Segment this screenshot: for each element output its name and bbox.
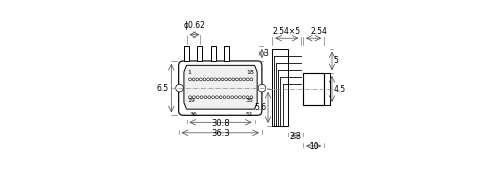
Circle shape [246,96,249,99]
Text: 2.54×5: 2.54×5 [273,27,301,36]
Text: 4.5: 4.5 [333,85,345,93]
Circle shape [227,96,230,99]
Circle shape [232,78,235,81]
Circle shape [208,96,210,99]
Text: 30.8: 30.8 [211,119,230,128]
Polygon shape [224,46,230,61]
Circle shape [192,78,195,81]
Text: 5.6: 5.6 [254,103,266,112]
Text: 51: 51 [246,112,253,117]
Circle shape [217,78,220,81]
Circle shape [258,84,266,92]
Circle shape [225,78,228,81]
Circle shape [189,96,192,99]
Circle shape [206,78,209,81]
Polygon shape [211,46,216,61]
Circle shape [210,78,213,81]
Circle shape [239,96,241,99]
Circle shape [211,96,214,99]
Text: ϕ0.62: ϕ0.62 [183,21,206,30]
Circle shape [221,78,224,81]
FancyBboxPatch shape [179,61,262,115]
Polygon shape [184,65,257,109]
Text: 6.5: 6.5 [157,84,169,93]
Text: 36: 36 [190,112,198,117]
Circle shape [203,78,206,81]
Circle shape [236,78,238,81]
Text: 35: 35 [246,98,253,103]
Text: 3: 3 [264,49,269,58]
Circle shape [200,96,203,99]
Circle shape [196,78,199,81]
Text: 2.3: 2.3 [289,132,302,141]
Text: 1: 1 [187,70,191,75]
Text: 19: 19 [187,98,195,103]
Circle shape [231,96,234,99]
Circle shape [235,96,238,99]
Text: 10: 10 [309,142,319,151]
Text: 36.3: 36.3 [211,129,230,138]
Circle shape [193,96,195,99]
Polygon shape [272,49,288,126]
Circle shape [250,78,253,81]
Text: 18: 18 [246,70,253,75]
Circle shape [219,96,222,99]
Circle shape [247,78,249,81]
Polygon shape [197,46,203,61]
Circle shape [176,84,183,92]
Circle shape [215,96,218,99]
Circle shape [200,78,202,81]
Polygon shape [303,73,324,105]
Polygon shape [184,46,189,61]
Circle shape [214,78,217,81]
Circle shape [196,96,199,99]
Text: 2.54: 2.54 [310,27,328,36]
Circle shape [189,78,192,81]
Text: 5: 5 [333,56,338,66]
Circle shape [204,96,207,99]
Circle shape [239,78,242,81]
Circle shape [243,78,246,81]
Circle shape [250,96,253,99]
Circle shape [243,96,245,99]
Circle shape [223,96,226,99]
Circle shape [228,78,231,81]
